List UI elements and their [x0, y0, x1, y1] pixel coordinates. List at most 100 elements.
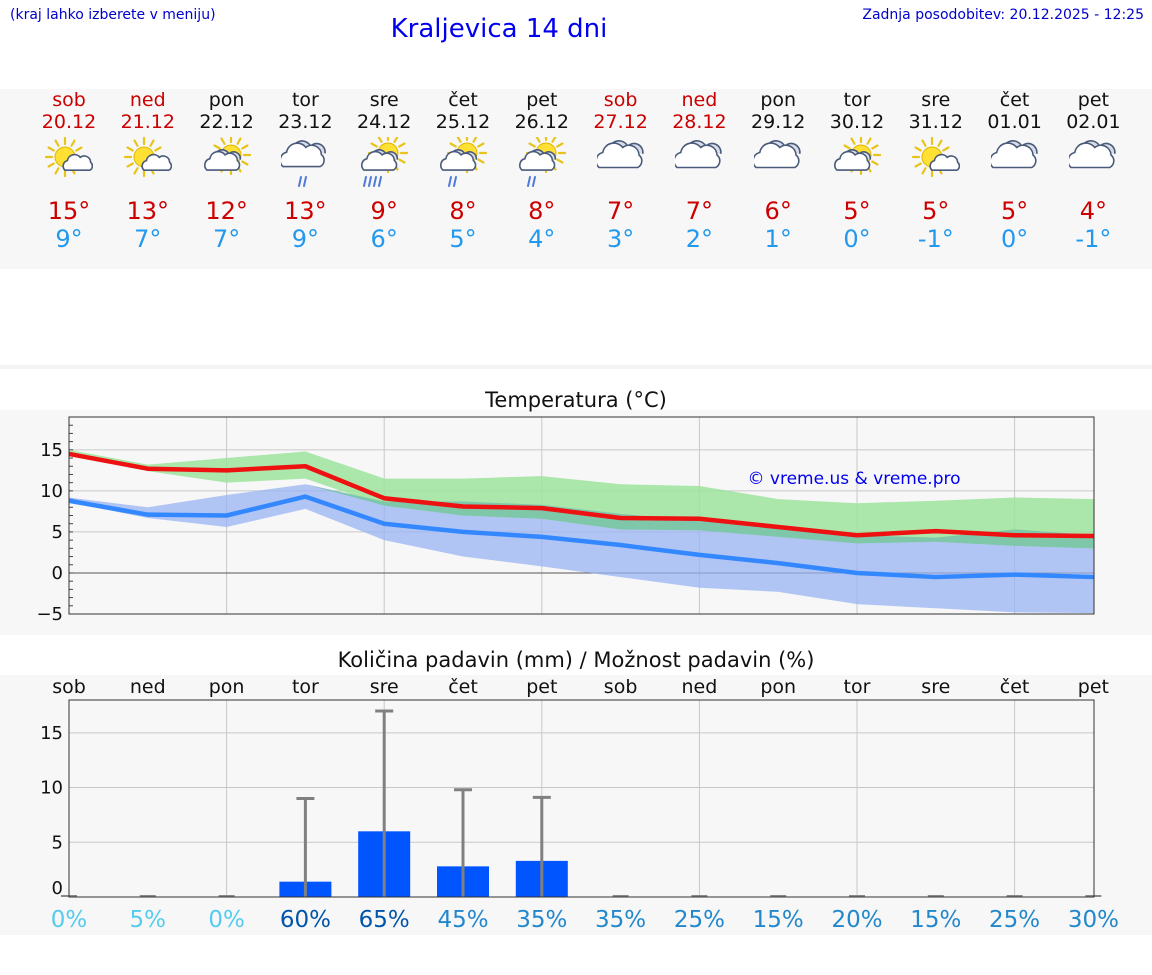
- last-updated: Zadnja posodobitev: 20.12.2025 - 12:25: [862, 7, 1144, 23]
- temp-high: 5°: [843, 197, 871, 225]
- precip-probability: 25%: [989, 907, 1040, 933]
- sun-cloud-icon: [45, 137, 93, 178]
- x-category-label: sre: [370, 676, 399, 698]
- x-category-label: čet: [1000, 676, 1030, 698]
- plot-area: [69, 700, 1094, 897]
- precipitation-chart: sob ned pon tor sre čet pet sob ned pon tor sre čet p…: [40, 676, 1119, 933]
- band-overlap: [69, 484, 1094, 549]
- precip-probability: 15%: [910, 907, 961, 933]
- x-category-label: ned: [130, 676, 166, 698]
- y-tick-label: 15: [40, 723, 63, 744]
- temp-high: 8°: [449, 197, 477, 225]
- day-name: tor: [843, 89, 871, 111]
- temp-low: 1°: [764, 225, 792, 253]
- location-hint: (kraj lahko izberete v meniju): [10, 7, 216, 23]
- temp-low: 7°: [134, 225, 162, 253]
- day-date: 26.12: [514, 111, 569, 133]
- day-date: 02.01: [1066, 111, 1121, 133]
- temp-low: 5°: [449, 225, 477, 253]
- temp-low: 0°: [1000, 225, 1029, 253]
- day-name: ned: [681, 89, 718, 111]
- day-date: 28.12: [672, 111, 727, 133]
- cloudy-icon: [990, 140, 1038, 169]
- x-category-label: ned: [682, 676, 718, 698]
- x-category-label: sre: [921, 676, 950, 698]
- day-date: 29.12: [750, 111, 806, 133]
- precip-probability: 60%: [280, 907, 331, 933]
- min-temperature-line: [68, 494, 1096, 580]
- min-range-band: [69, 484, 1094, 614]
- day-date: 23.12: [278, 111, 333, 133]
- temp-low: 6°: [370, 225, 398, 253]
- day-date: 31.12: [908, 111, 963, 133]
- day-name: sob: [603, 89, 638, 111]
- x-category-label: pon: [209, 676, 245, 698]
- temp-low: 3°: [606, 225, 635, 253]
- precip-chart-title: Količina padavin (mm) / Možnost padavin …: [337, 648, 815, 672]
- x-category-label: sob: [604, 676, 638, 698]
- temp-low: 7°: [212, 225, 241, 253]
- precip-probability: 20%: [831, 907, 882, 933]
- temperature-chart: −5 0 5 10 15 © vreme.us & vreme.pro: [36, 416, 1096, 625]
- day-date: 01.01: [987, 111, 1042, 133]
- precip-probability: 5%: [130, 907, 167, 933]
- precip-probability: 65%: [359, 907, 410, 933]
- y-tick-label: 0: [52, 563, 63, 584]
- y-tick-label: 5: [52, 522, 63, 543]
- sun-clouds-icon: [203, 137, 251, 176]
- page-title: Kraljevica 14 dni: [390, 14, 608, 44]
- temp-high: 7°: [685, 197, 714, 225]
- x-category-label: pet: [526, 676, 557, 698]
- separator: [0, 365, 1152, 369]
- day-name: čet: [448, 89, 478, 111]
- y-tick-label: 0: [52, 878, 63, 899]
- cloudy-icon: [754, 140, 801, 169]
- temp-high: 8°: [528, 197, 556, 225]
- plot-frame: [68, 416, 1095, 615]
- sun-clouds-icon: [834, 137, 881, 176]
- temp-high: 6°: [764, 197, 792, 225]
- sun-cloud-rain-icon: [440, 137, 487, 187]
- y-tick-label: 15: [40, 440, 63, 461]
- temp-low: -1°: [1075, 225, 1112, 253]
- temp-high: 13°: [126, 197, 170, 225]
- plot-frame: [68, 699, 1095, 898]
- day-date: 22.12: [199, 111, 254, 133]
- sun-cloud-icon: [911, 137, 960, 178]
- temp-low: 9°: [55, 225, 83, 253]
- day-date: 27.12: [593, 111, 648, 133]
- temp-low: 0°: [843, 225, 871, 253]
- x-category-label: pon: [760, 676, 796, 698]
- day-name: pon: [760, 89, 797, 111]
- precip-probability: 35%: [595, 907, 646, 933]
- temp-high: 5°: [922, 197, 950, 225]
- day-name: pet: [526, 89, 558, 111]
- day-name: sre: [921, 89, 951, 111]
- temp-high: 12°: [205, 197, 248, 225]
- precip-probability: 30%: [1068, 907, 1119, 933]
- day-name: čet: [999, 89, 1030, 111]
- sun-cloud-rain-icon: [518, 137, 566, 187]
- x-category-label: sob: [52, 676, 86, 698]
- cloudy-icon: [1069, 140, 1117, 169]
- temp-high: 15°: [47, 197, 91, 225]
- day-name: ned: [129, 89, 166, 111]
- temp-high: 9°: [370, 197, 398, 225]
- precip-probability: 15%: [753, 907, 804, 933]
- temp-low: 9°: [291, 225, 320, 253]
- y-tick-label: 10: [40, 481, 63, 502]
- day-name: sre: [369, 89, 399, 111]
- day-name: pet: [1077, 89, 1109, 111]
- sun-cloud-heavy-rain-icon: [361, 137, 409, 187]
- temp-low: -1°: [917, 225, 954, 253]
- day-date: 20.12: [41, 111, 97, 133]
- precip-probability: 25%: [674, 907, 725, 933]
- x-category-label: tor: [292, 676, 319, 698]
- day-name: tor: [291, 89, 319, 111]
- sun-cloud-icon: [123, 137, 172, 178]
- x-category-label: pet: [1078, 676, 1109, 698]
- x-category-label: tor: [844, 676, 871, 698]
- day-date: 25.12: [435, 111, 491, 133]
- temp-high: 5°: [1000, 197, 1029, 225]
- temp-low: 2°: [685, 225, 714, 253]
